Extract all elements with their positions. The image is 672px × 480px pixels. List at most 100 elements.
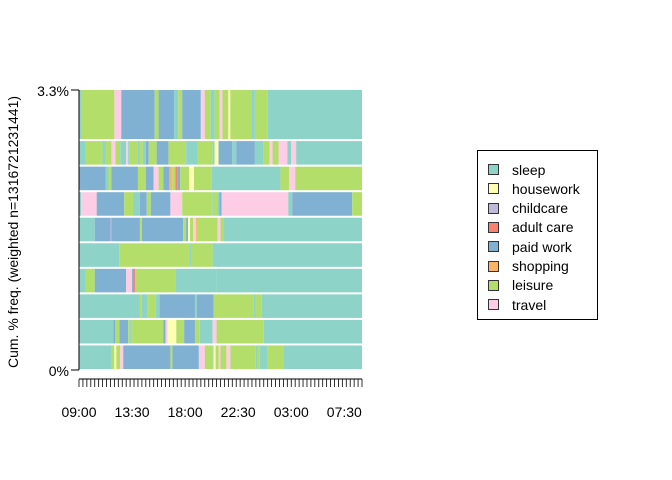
- sequence-5-spell-paid-work: [141, 217, 184, 242]
- sequence-8-spell-sleep: [141, 294, 148, 318]
- legend-item: adult care: [488, 218, 573, 237]
- legend: sleep housework childcare adult care paid wo…: [477, 150, 598, 320]
- legend-label: childcare: [512, 200, 569, 217]
- sequence-7-spell-leisure: [85, 268, 95, 293]
- sequence-10-spell-sleep: [255, 345, 258, 369]
- legend-label: shopping: [512, 258, 569, 274]
- sequence-1-spell-sleep: [174, 90, 179, 140]
- sequence-2-spell-paid-work: [156, 141, 169, 165]
- sequence-2-spell-leisure: [115, 141, 121, 165]
- sequence-1-spell-housework: [228, 90, 231, 140]
- sequence-4-spell-sleep: [288, 192, 293, 216]
- sequence-5-spell-paid-work: [111, 217, 140, 242]
- legend-swatch: [488, 202, 499, 214]
- sequence-5-spell-paid-work: [186, 217, 189, 242]
- sequence-10-spell-paid-work: [123, 345, 171, 369]
- sequence-1-spell-leisure: [254, 90, 268, 140]
- sequence-4-spell-paid-work: [292, 192, 353, 216]
- sequence-3-spell-leisure: [172, 166, 176, 191]
- y-axis-label: Cum. % freq. (weighted n=1316721231441): [5, 96, 21, 368]
- sequence-5-spell-leisure: [139, 217, 142, 242]
- sequence-2-spell-sleep: [232, 141, 237, 165]
- sequence-5-spell-leisure: [196, 217, 218, 242]
- sequence-9-spell-leisure: [128, 319, 131, 344]
- sequence-9-spell-travel: [212, 319, 217, 344]
- legend-item: leisure: [488, 276, 553, 295]
- sequence-8-spell-leisure: [213, 294, 254, 318]
- legend-label: travel: [512, 296, 547, 313]
- sequence-10-spell-leisure: [215, 345, 219, 369]
- sequence-2-spell-sleep: [212, 141, 215, 165]
- sequence-1-spell-leisure: [204, 90, 211, 140]
- sequence-7-spell-leisure: [135, 268, 176, 293]
- sequence-3-spell-housework: [189, 166, 194, 191]
- sequence-1-spell-sleep: [251, 90, 255, 140]
- sequence-3-spell-leisure: [108, 166, 112, 191]
- sequence-5-spell-sleep: [223, 217, 362, 242]
- legend-swatch: [488, 279, 499, 291]
- sequence-8-spell-paid-work: [196, 294, 214, 318]
- sequence-2-spell-sleep: [137, 141, 140, 165]
- sequence-8-spell-leisure: [139, 294, 142, 318]
- legend-swatch: [488, 299, 499, 311]
- sequence-1-spell-paid-work: [121, 90, 155, 140]
- sequence-8-spell-sleep: [194, 294, 197, 318]
- x-tick-label: 09:00: [61, 404, 96, 420]
- sequence-3-spell-sleep: [211, 166, 281, 191]
- sequence-2-spell-sleep: [102, 141, 106, 165]
- sequence-3-spell-leisure: [137, 166, 146, 191]
- sequence-3-spell-leisure: [180, 166, 190, 191]
- sequence-5-spell-housework: [188, 217, 191, 242]
- sequence-10-spell-sleep: [259, 345, 268, 369]
- sequence-8-spell-leisure: [255, 294, 262, 318]
- sequence-5-spell-leisure: [183, 217, 187, 242]
- sequence-3-spell-paid-work: [177, 166, 181, 191]
- sequence-2-spell-sleep: [120, 141, 127, 165]
- sequence-6-spell-sleep: [212, 243, 362, 267]
- sequence-1-spell-leisure: [214, 90, 220, 140]
- sequence-10-spell-leisure: [204, 345, 213, 369]
- legend-item: shopping: [488, 257, 569, 276]
- sequence-4-spell-paid-work: [139, 192, 147, 216]
- sequence-2-spell-leisure: [197, 141, 213, 165]
- sequence-10-spell-leisure: [220, 345, 227, 369]
- sequence-2-spell-travel: [291, 141, 297, 165]
- sequence-9-spell-sleep: [199, 319, 213, 344]
- sequence-4-spell-sleep: [133, 192, 140, 216]
- sequence-2-spell-paid-work: [145, 141, 149, 165]
- sequence-1-spell-leisure: [154, 90, 159, 140]
- sequence-2-spell-leisure: [148, 141, 157, 165]
- sequence-3-spell-paid-work: [163, 166, 170, 191]
- sequence-1-spell-sleep: [267, 90, 362, 140]
- legend-label: paid work: [512, 238, 572, 255]
- sequence-1-spell-leisure: [222, 90, 229, 140]
- sequence-7-spell-adult-care: [134, 268, 136, 293]
- x-tick-label: 07:30: [327, 404, 362, 420]
- sequence-7-spell-sleep: [216, 268, 362, 293]
- sequence-3-spell-paid-work: [79, 166, 106, 191]
- sequence-7-spell-sleep: [79, 268, 86, 293]
- sequence-10-spell-leisure: [257, 345, 260, 369]
- sequence-10-spell-leisure: [170, 345, 173, 369]
- sequence-3-spell-leisure: [158, 166, 164, 191]
- sequence-8-spell-sleep: [155, 294, 160, 318]
- sequence-3-spell-travel: [289, 166, 296, 191]
- sequence-10-spell-housework: [114, 345, 117, 369]
- sequence-5-spell-travel: [217, 217, 221, 242]
- x-tick-label: 18:00: [168, 404, 203, 420]
- sequence-7-spell-paid-work: [94, 268, 127, 293]
- sequence-4-spell-leisure: [212, 192, 218, 216]
- sequence-8-spell-leisure: [147, 294, 156, 318]
- sequence-3-spell-adult-care: [175, 166, 178, 191]
- sequence-7-spell-paid-work: [132, 268, 135, 293]
- sequence-2-spell-travel: [126, 141, 129, 165]
- legend-item: childcare: [488, 199, 568, 218]
- sequence-9-spell-travel: [165, 319, 168, 344]
- sequence-6-spell-leisure: [119, 243, 191, 267]
- sequence-4-spell-paid-work: [96, 192, 125, 216]
- sequence-1-spell-sleep: [79, 90, 81, 140]
- legend-swatch: [488, 241, 499, 253]
- sequence-4-spell-leisure: [352, 192, 362, 216]
- sequence-3-spell-leisure: [295, 166, 362, 191]
- sequence-9-spell-leisure: [132, 319, 164, 344]
